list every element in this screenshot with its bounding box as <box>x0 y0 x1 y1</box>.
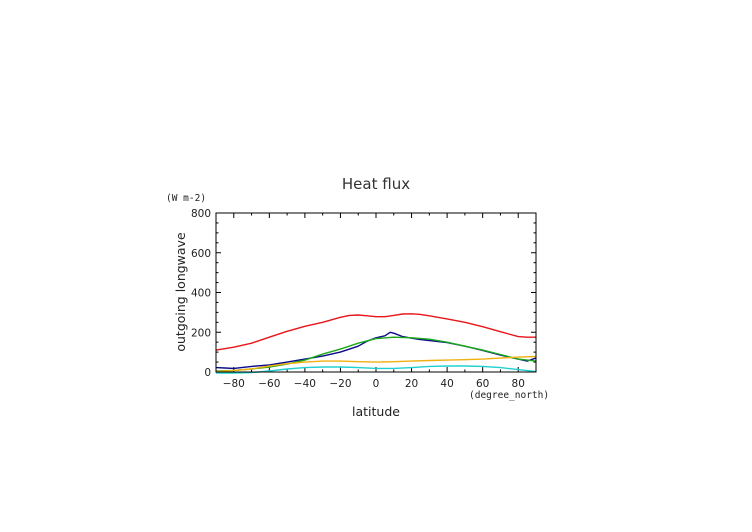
y-tick-label: 600 <box>191 248 211 260</box>
y-tick-label: 200 <box>191 327 211 339</box>
chart-title: Heat flux <box>342 175 410 193</box>
x-tick-label: −40 <box>294 378 316 390</box>
series-line-3 <box>215 336 537 372</box>
series-line-5 <box>216 365 537 374</box>
x-tick-label: 80 <box>512 378 525 390</box>
y-tick-label: 400 <box>191 288 211 300</box>
y-tick-label: 0 <box>204 367 211 379</box>
x-tick-label: −60 <box>258 378 280 390</box>
x-tick-label: 40 <box>440 378 453 390</box>
x-tick-label: 20 <box>405 378 418 390</box>
series-layer <box>215 313 537 374</box>
x-tick-label: −20 <box>329 378 351 390</box>
x-tick-label: 60 <box>476 378 489 390</box>
series-line-2 <box>215 331 537 370</box>
x-tick-label: −80 <box>223 378 245 390</box>
y-unit-label: (W m-2) <box>166 193 206 204</box>
x-unit-label: (degree_north) <box>469 390 549 401</box>
x-axis-label: latitude <box>352 404 400 419</box>
plot-frame <box>215 212 537 373</box>
y-tick-label: 800 <box>191 208 211 220</box>
y-axis-label: outgoing longwave <box>173 232 188 352</box>
x-tick-label: 0 <box>373 378 380 390</box>
series-line-4 <box>215 355 537 373</box>
series-line-1 <box>215 313 536 351</box>
